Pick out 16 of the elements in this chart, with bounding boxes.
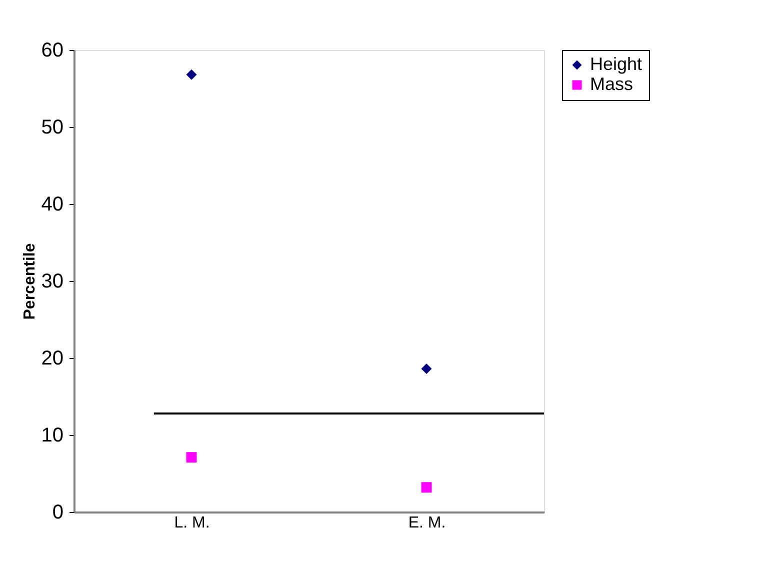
y-tick-label: 60 [41, 40, 64, 62]
legend-label: Mass [590, 74, 634, 94]
y-tick-label: 40 [41, 194, 64, 216]
point [421, 482, 432, 493]
point [186, 452, 197, 463]
y-tick-label: 0 [52, 502, 64, 524]
legend-label: Height [590, 54, 642, 74]
x-tick-label: E. M. [408, 514, 446, 532]
y-axis-title: Percentile [21, 243, 38, 320]
point [421, 364, 432, 374]
y-tick-label: 10 [41, 424, 64, 446]
point [186, 69, 197, 80]
y-tick-label: 20 [41, 348, 64, 370]
x-tick-label: L. M. [174, 514, 210, 532]
y-tick-label: 30 [41, 270, 64, 292]
y-tick-label: 50 [41, 116, 64, 138]
